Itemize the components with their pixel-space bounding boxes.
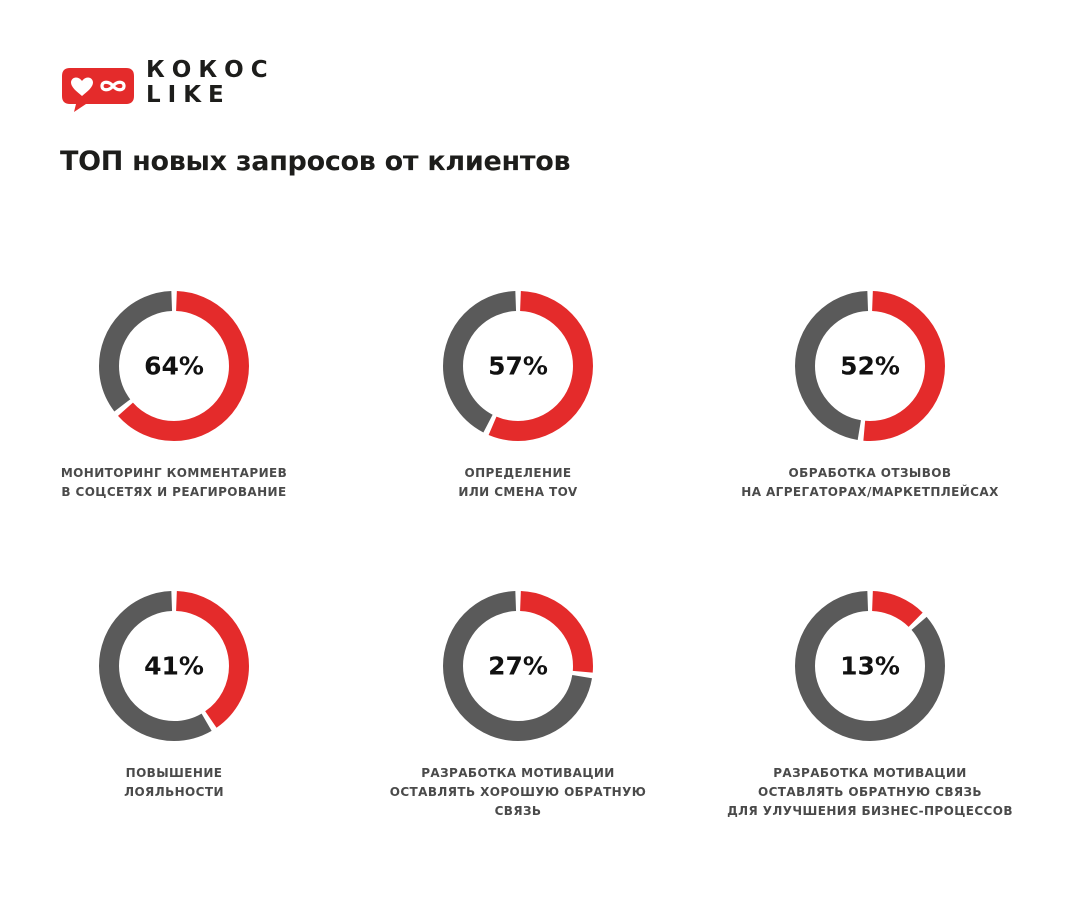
donut-category-label-line: ОСТАВЛЯТЬ ОБРАТНУЮ СВЯЗЬ: [758, 785, 982, 799]
donut-category-label: ОБРАБОТКА ОТЗЫВОВ НА АГРЕГАТОРАХ/МАРКЕТПЛ…: [700, 464, 1040, 502]
donut-value-label: 52%: [840, 352, 900, 381]
donut-svg: 57%: [443, 291, 593, 441]
brand-wordmark: КОКОС LIKE: [146, 58, 275, 108]
donut-svg: 64%: [99, 291, 249, 441]
donut-value-slice: [99, 291, 249, 441]
donut-value-slice: [443, 591, 593, 741]
donut-value-label: 27%: [488, 652, 548, 681]
donut-category-label-line: ДЛЯ УЛУЧШЕНИЯ БИЗНЕС-ПРОЦЕССОВ: [727, 804, 1013, 818]
donut-svg: 13%: [795, 591, 945, 741]
donut-category-label-line: В СОЦСЕТЯХ И РЕАГИРОВАНИЕ: [61, 485, 287, 499]
donut-remainder-slice: [443, 291, 593, 441]
donut-category-label-line: НА АГРЕГАТОРАХ/МАРКЕТПЛЕЙСАХ: [741, 485, 999, 499]
donut-category-label-line: ОСТАВЛЯТЬ ХОРОШУЮ ОБРАТНУЮ: [389, 785, 647, 799]
donut-remainder-slice: [99, 591, 249, 741]
donut-category-label-line: ИЛИ СМЕНА TOV: [458, 485, 578, 499]
donut-svg: 27%: [443, 591, 593, 741]
donut-category-label-line: ЛОЯЛЬНОСТИ: [124, 785, 224, 799]
donut-category-label: ПОВЫШЕНИЕ ЛОЯЛЬНОСТИ: [4, 764, 344, 802]
donut-category-label-line: ПОВЫШЕНИЕ: [125, 766, 223, 780]
donut-remainder-slice: [99, 291, 249, 441]
donut-value-slice: [443, 291, 593, 441]
donut-chart: 57%: [438, 286, 598, 446]
donut-remainder-slice: [443, 591, 593, 741]
brand-wordmark-line2: LIKE: [146, 82, 231, 108]
donut-category-label-line: СВЯЗЬ: [494, 804, 542, 818]
page-title: ТОП новых запросов от клиентов: [60, 146, 571, 177]
donut-value-label: 57%: [488, 352, 548, 381]
donut-category-label: РАЗРАБОТКА МОТИВАЦИИ ОСТАВЛЯТЬ ОБРАТНУЮ С…: [700, 764, 1040, 821]
donut-category-label-line: ОПРЕДЕЛЕНИЕ: [464, 466, 572, 480]
donut-svg: 52%: [795, 291, 945, 441]
donut-value-slice: [99, 591, 249, 741]
donut-chart: 52%: [790, 286, 950, 446]
donut-category-label: РАЗРАБОТКА МОТИВАЦИИ ОСТАВЛЯТЬ ХОРОШУЮ ОБ…: [348, 764, 688, 821]
donut-value-slice: [795, 291, 945, 441]
donut-category-label: МОНИТОРИНГ КОММЕНТАРИЕВ В СОЦСЕТЯХ И РЕАГ…: [4, 464, 344, 502]
donut-remainder-slice: [795, 591, 945, 741]
donut-chart: 64%: [94, 286, 254, 446]
donut-category-label-line: РАЗРАБОТКА МОТИВАЦИИ: [773, 766, 967, 780]
donut-category-label-line: РАЗРАБОТКА МОТИВАЦИИ: [421, 766, 615, 780]
donut-chart: 41%: [94, 586, 254, 746]
donut-category-label-line: МОНИТОРИНГ КОММЕНТАРИЕВ: [60, 466, 288, 480]
donut-category-label: ОПРЕДЕЛЕНИЕ ИЛИ СМЕНА TOV: [348, 464, 688, 502]
donut-remainder-slice: [795, 291, 945, 441]
brand-logo: КОКОС LIKE: [60, 58, 280, 114]
donut-value-label: 64%: [144, 352, 204, 381]
donut-chart: 13%: [790, 586, 950, 746]
donut-value-label: 41%: [144, 652, 204, 681]
donut-chart: 27%: [438, 586, 598, 746]
speech-bubble-heart-infinity-icon: [62, 68, 134, 112]
donut-svg: 41%: [99, 591, 249, 741]
brand-wordmark-line1: КОКОС: [146, 57, 275, 83]
donut-value-label: 13%: [840, 652, 900, 681]
donut-category-label-line: ОБРАБОТКА ОТЗЫВОВ: [788, 466, 952, 480]
